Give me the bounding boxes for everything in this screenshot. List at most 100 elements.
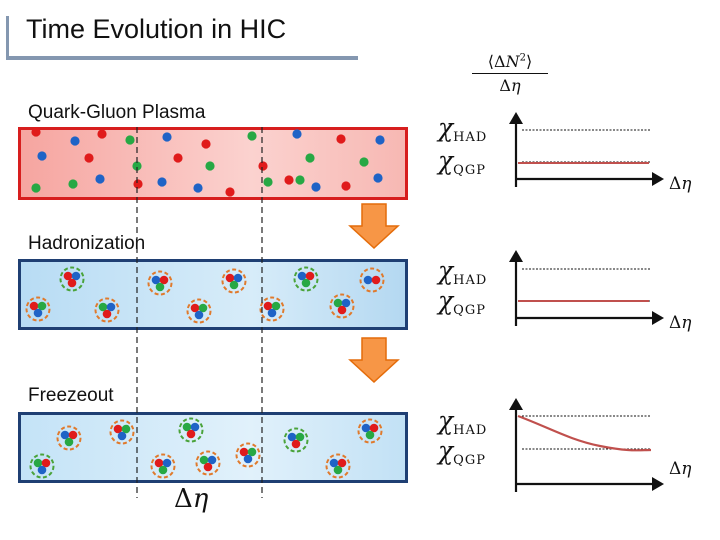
quark (341, 298, 351, 308)
hadron (325, 453, 351, 479)
hadron-ring (186, 298, 212, 324)
quark (155, 282, 165, 292)
hadron (150, 453, 176, 479)
quark (193, 183, 203, 193)
hadron (29, 453, 55, 479)
quark (375, 135, 385, 145)
chi-had-label-1: χHAD (438, 113, 488, 145)
quark (60, 430, 70, 440)
chi-had-label-3: χHAD (438, 406, 488, 438)
quark (359, 157, 369, 167)
chi-qgp-label-1: χQGP (438, 146, 486, 178)
slide-title: Time Evolution in HIC (26, 14, 287, 44)
quark (373, 173, 383, 183)
quark (371, 275, 381, 285)
quark (31, 183, 41, 193)
quark (287, 432, 297, 442)
quark (243, 454, 253, 464)
quark (329, 458, 339, 468)
quark (284, 175, 294, 185)
quark (37, 151, 47, 161)
quark (239, 447, 249, 457)
hadron-ring (359, 267, 385, 293)
quark (198, 303, 208, 313)
quark (361, 423, 371, 433)
quark (121, 424, 131, 434)
hadron (195, 450, 221, 476)
quark (301, 278, 311, 288)
quark (263, 301, 273, 311)
hadron-ring (25, 296, 51, 322)
hadron-ring (195, 450, 221, 476)
quark (267, 308, 277, 318)
quark (295, 175, 305, 185)
title-underline (6, 56, 358, 60)
hadron-ring (357, 418, 383, 444)
hadron (359, 267, 385, 293)
quark (102, 309, 112, 319)
hadron-ring (178, 417, 204, 443)
stage-arrow (348, 337, 400, 384)
freezeout-panel (18, 412, 408, 483)
hadron-ring (147, 270, 173, 296)
hadron-ring (109, 419, 135, 445)
quark (84, 153, 94, 163)
quark (199, 455, 209, 465)
quark (162, 458, 172, 468)
hadron-ring (259, 296, 285, 322)
quark (333, 465, 343, 475)
quark (64, 437, 74, 447)
hadron (94, 297, 120, 323)
quark (162, 132, 172, 142)
x-axis-arrowhead (652, 477, 664, 491)
quark (157, 177, 167, 187)
quark (97, 129, 107, 139)
quark (229, 280, 239, 290)
quark (247, 131, 257, 141)
hadron (329, 293, 355, 319)
chi-had-label-2: χHAD (438, 256, 488, 288)
y-axis-arrowhead (509, 250, 523, 262)
quark (341, 181, 351, 191)
quark (207, 455, 217, 465)
hadron-ring (150, 453, 176, 479)
quark (333, 298, 343, 308)
hadron-ring (329, 293, 355, 319)
quark (68, 179, 78, 189)
quark (311, 182, 321, 192)
quark (154, 458, 164, 468)
y-axis-arrowhead (509, 112, 523, 124)
hadron (283, 427, 309, 453)
hadron-ring (283, 427, 309, 453)
particles-layer (25, 127, 385, 479)
quark (117, 431, 127, 441)
hadron (235, 442, 261, 468)
quark (71, 271, 81, 281)
quark (158, 465, 168, 475)
rapidity-window-lines (136, 127, 263, 498)
quark (194, 310, 204, 320)
quark (98, 302, 108, 312)
stage-arrows (348, 203, 400, 384)
quark (305, 153, 315, 163)
y-axis-arrowhead (509, 398, 523, 410)
hadron-ring (221, 268, 247, 294)
hadron-ring (235, 442, 261, 468)
quark (336, 134, 346, 144)
quark (190, 303, 200, 313)
quark (305, 271, 315, 281)
quark (263, 177, 273, 187)
quark (225, 187, 235, 197)
hadron (178, 417, 204, 443)
quark (271, 301, 281, 311)
quark (190, 422, 200, 432)
hadron (56, 425, 82, 451)
hadron (357, 418, 383, 444)
quark (337, 305, 347, 315)
stage-label-freezeout: Freezeout (28, 385, 114, 406)
hadron (186, 298, 212, 324)
quark (67, 278, 77, 288)
quark (173, 153, 183, 163)
quark (125, 135, 135, 145)
